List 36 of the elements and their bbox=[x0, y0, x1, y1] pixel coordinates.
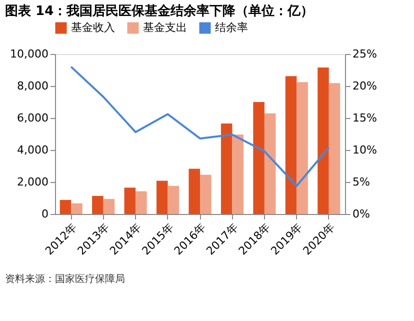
y-tick-label: 2,000 bbox=[17, 176, 48, 188]
y-tick-label: 6,000 bbox=[17, 112, 48, 124]
y2-tick-label: 15% bbox=[352, 112, 377, 124]
bar bbox=[188, 168, 200, 214]
bar bbox=[220, 123, 232, 214]
bar bbox=[92, 196, 104, 214]
bar bbox=[264, 113, 276, 214]
bar bbox=[103, 198, 115, 214]
bar bbox=[318, 67, 329, 214]
y2-tick-label: 10% bbox=[352, 144, 377, 156]
line-series bbox=[70, 66, 330, 187]
bar bbox=[328, 83, 340, 214]
text: 资料来源：国家医疗保障局 bbox=[5, 273, 125, 285]
y2-tick-label: 20% bbox=[352, 80, 377, 92]
y-tick-label: 4,000 bbox=[17, 144, 48, 156]
chart-title: 图表 14：我国居民医保基金结余率下降（单位：亿） bbox=[5, 3, 314, 19]
bar bbox=[124, 188, 136, 214]
bar bbox=[200, 174, 212, 214]
bar bbox=[253, 102, 264, 214]
legend-label: 基金收入 bbox=[71, 21, 115, 34]
y-tick-label: 10,000 bbox=[10, 48, 48, 60]
y2-tick-label: 0% bbox=[352, 208, 370, 220]
bar bbox=[285, 76, 297, 214]
bar bbox=[156, 180, 168, 214]
bar bbox=[71, 203, 82, 214]
bar bbox=[232, 134, 244, 214]
bar bbox=[136, 191, 147, 214]
bar bbox=[168, 186, 180, 214]
y2-tick-label: 25% bbox=[352, 48, 377, 60]
y-tick-label: 0 bbox=[42, 208, 48, 220]
bar bbox=[60, 200, 72, 214]
y-tick-label: 8,000 bbox=[17, 80, 48, 92]
y2-tick-label: 5% bbox=[352, 176, 370, 188]
legend-label: 结余率 bbox=[215, 21, 248, 34]
bar bbox=[296, 82, 308, 214]
legend-label: 基金支出 bbox=[143, 21, 187, 34]
